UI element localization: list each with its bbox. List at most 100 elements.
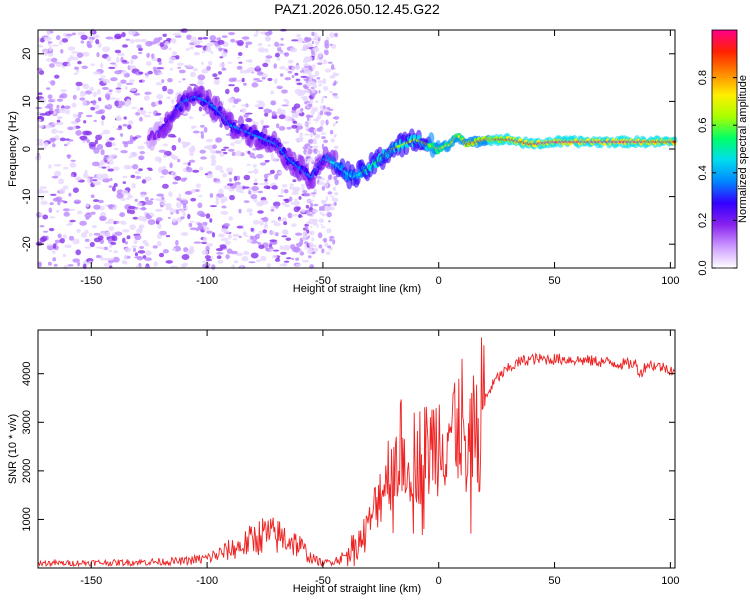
noise-blob <box>263 108 271 114</box>
noise-blob <box>269 230 276 236</box>
noise-blob <box>121 189 129 195</box>
y-tick-label: 4000 <box>21 361 33 385</box>
noise-blob <box>281 184 288 188</box>
noise-blob <box>123 116 127 120</box>
noise-blob <box>304 133 310 136</box>
noise-blob <box>49 63 55 68</box>
noise-blob <box>276 57 281 61</box>
noise-blob <box>172 181 178 185</box>
noise-blob <box>109 178 113 181</box>
noise-blob <box>162 143 169 147</box>
noise-blob <box>165 260 173 264</box>
noise-blob <box>312 141 318 145</box>
x-tick-label: 100 <box>661 275 679 287</box>
noise-blob <box>227 234 232 240</box>
noise-blob <box>320 205 326 212</box>
noise-blob <box>135 265 141 268</box>
noise-blob <box>321 136 326 140</box>
colorbar-tick-label: 0.4 <box>697 165 709 180</box>
noise-blob <box>68 139 74 142</box>
noise-blob <box>84 229 89 234</box>
noise-blob <box>121 31 126 38</box>
noise-blob <box>63 166 69 170</box>
noise-blob <box>144 114 151 118</box>
noise-blob <box>178 193 182 200</box>
noise-blob <box>82 140 86 144</box>
noise-blob <box>48 207 53 213</box>
noise-blob <box>155 82 163 86</box>
noise-blob <box>77 210 83 215</box>
noise-blob <box>256 259 261 263</box>
noise-blob <box>315 120 318 123</box>
noise-blob <box>106 156 114 162</box>
noise-blob <box>100 120 105 126</box>
noise-blob <box>291 124 298 129</box>
noise-blob <box>177 91 184 95</box>
noise-blob <box>71 32 77 36</box>
noise-blob <box>230 38 236 43</box>
noise-blob <box>66 141 71 145</box>
noise-blob <box>60 89 67 93</box>
noise-blob <box>177 158 181 163</box>
noise-blob <box>103 154 108 161</box>
noise-blob <box>308 242 314 248</box>
noise-blob <box>308 255 312 259</box>
noise-blob <box>323 139 329 144</box>
noise-blob <box>106 56 112 62</box>
noise-blob <box>319 206 322 212</box>
noise-blob <box>242 82 247 86</box>
noise-blob <box>83 120 87 124</box>
noise-blob <box>302 190 308 194</box>
noise-blob <box>155 112 162 116</box>
ridge-halo <box>428 132 435 145</box>
noise-blob <box>304 241 309 245</box>
noise-blob <box>136 202 143 207</box>
noise-blob <box>175 239 179 246</box>
noise-blob <box>61 38 69 43</box>
noise-blob <box>315 100 319 103</box>
noise-blob <box>126 197 131 200</box>
noise-blob <box>295 257 300 261</box>
noise-blob <box>307 148 313 155</box>
noise-blob <box>280 37 284 41</box>
noise-blob <box>206 138 214 143</box>
noise-blob <box>217 71 222 75</box>
noise-blob <box>97 199 104 204</box>
noise-blob <box>307 115 310 122</box>
noise-blob <box>222 172 228 178</box>
noise-blob <box>310 202 313 208</box>
noise-blob <box>287 70 293 74</box>
noise-blob <box>307 235 310 239</box>
noise-blob <box>326 228 332 234</box>
noise-blob <box>271 116 278 119</box>
noise-blob <box>105 257 114 261</box>
noise-blob <box>76 52 84 58</box>
noise-blob <box>245 41 253 45</box>
noise-blob <box>304 36 309 42</box>
noise-blob <box>156 217 163 222</box>
noise-blob <box>46 103 54 108</box>
noise-blob <box>145 40 153 47</box>
noise-blob <box>93 71 101 75</box>
noise-blob <box>178 69 186 74</box>
noise-blob <box>298 213 302 218</box>
noise-blob <box>220 200 225 204</box>
noise-blob <box>294 198 298 201</box>
noise-blob <box>86 139 90 143</box>
noise-blob <box>175 202 182 209</box>
noise-blob <box>254 104 260 108</box>
noise-blob <box>334 72 340 77</box>
noise-blob <box>189 150 195 157</box>
noise-blob <box>291 223 297 228</box>
x-tick-label: 0 <box>436 275 442 287</box>
noise-blob <box>290 244 296 250</box>
noise-blob <box>168 191 173 198</box>
noise-blob <box>288 196 293 202</box>
noise-blob <box>294 88 302 95</box>
noise-blob <box>123 142 129 148</box>
noise-blob <box>303 78 310 82</box>
noise-blob <box>286 257 292 260</box>
noise-blob <box>329 238 333 242</box>
noise-blob <box>128 120 134 125</box>
noise-blob <box>48 227 55 232</box>
